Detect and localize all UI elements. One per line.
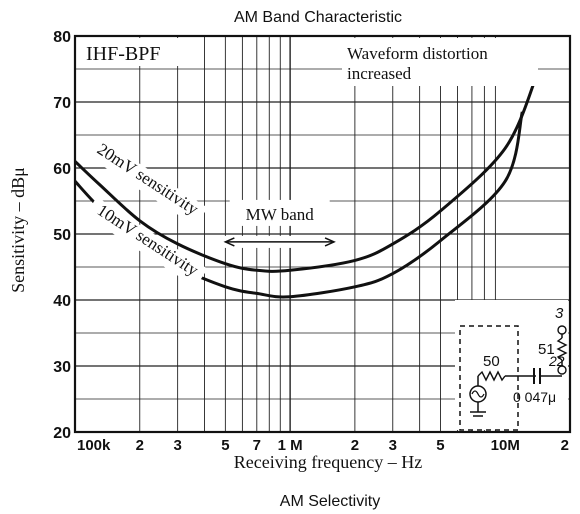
- shunt-resistor-value: 22: [548, 353, 565, 369]
- distortion-note-line2: increased: [347, 64, 412, 83]
- series-label-20mv-bg: [84, 135, 208, 227]
- source-resistor-icon: [477, 370, 506, 382]
- y-tick-label: 40: [53, 293, 71, 310]
- mw-band-arrowhead-left: [223, 237, 235, 247]
- circuit-inset-bg: [455, 300, 568, 430]
- x-tick-label: 2: [351, 437, 359, 454]
- x-tick-label: 1 M: [278, 437, 303, 454]
- x-tick-label: 3: [389, 437, 397, 454]
- x-tick-label: 2: [136, 437, 144, 454]
- output-terminal-top: [557, 325, 567, 335]
- series-label-10mv-bg: [84, 196, 208, 288]
- circuit-inset: 50 0 047μ 51 22 3: [455, 300, 568, 431]
- circuit-inset-dashed-box: [459, 325, 519, 431]
- x-axis-label: Receiving frequency – Hz: [234, 452, 422, 472]
- mw-band-arrowhead-right: [324, 237, 336, 247]
- x-tick-label: 3: [173, 437, 181, 454]
- ihf-bpf-label: IHF-BPF: [86, 43, 160, 65]
- x-tick-label: 7: [253, 437, 261, 454]
- x-tick-labels: 100k 2 3 5 7 1 M 2 3 5 10M 2: [77, 437, 569, 454]
- mw-band-label: MW band: [246, 205, 315, 224]
- y-tick-label: 80: [53, 29, 71, 46]
- chart-title: AM Band Characteristic: [234, 9, 402, 26]
- capacitor-value: 0 047μ: [513, 389, 556, 405]
- output-terminal-bottom: [557, 365, 567, 375]
- x-tick-label: 5: [221, 437, 229, 454]
- y-tick-label: 30: [53, 359, 71, 376]
- terminal-label: 3: [555, 305, 564, 322]
- y-tick-labels: 80 70 60 50 40 30 20: [53, 29, 71, 442]
- signal-source-wave: [471, 390, 485, 398]
- x-tick-label: 5: [436, 437, 444, 454]
- y-tick-label: 20: [53, 425, 71, 442]
- mw-band-marker: MW band: [221, 199, 339, 248]
- x-tick-label: 100k: [77, 437, 111, 454]
- x-tick-label: 2: [561, 437, 569, 454]
- series-resistor-value: 51: [538, 341, 555, 358]
- y-axis-label: Sensitivity – dBμ: [8, 167, 28, 293]
- series-line-20mv: [73, 74, 539, 273]
- y-tick-label: 50: [53, 227, 71, 244]
- y-tick-label: 60: [53, 161, 71, 178]
- distortion-note-line1: Waveform distortion: [347, 44, 488, 63]
- caption: AM Selectivity: [280, 493, 380, 510]
- ihf-bpf-label-box: [78, 38, 188, 66]
- y-tick-label: 70: [53, 95, 71, 112]
- distortion-note-box: [342, 38, 538, 86]
- mw-band-label-bg: [229, 199, 330, 226]
- source-resistor-value: 50: [483, 353, 500, 370]
- x-tick-label: 10M: [491, 437, 520, 454]
- series-resistor-icon: [556, 337, 568, 361]
- plot-frame: [73, 34, 572, 434]
